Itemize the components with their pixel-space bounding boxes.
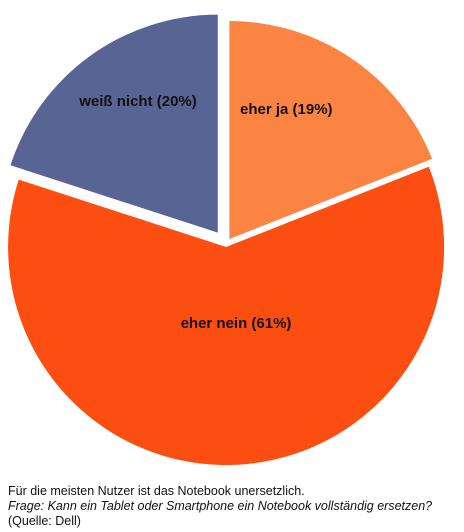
label-eher-nein: eher nein (61%) <box>181 315 292 332</box>
label-weiss-nicht: weiß nicht (20%) <box>78 93 197 110</box>
pie-chart-svg: eher ja (19%) eher nein (61%) weiß nicht (… <box>8 14 445 465</box>
slice-weiss-nicht <box>10 14 218 233</box>
slice-eher-nein <box>8 166 445 465</box>
caption-question: Frage: Kann ein Tablet oder Smartphone e… <box>8 499 433 513</box>
slice-eher-ja <box>229 21 433 240</box>
pie-chart: eher ja (19%) eher nein (61%) weiß nicht (… <box>8 14 445 465</box>
caption-source: (Quelle: Dell) <box>8 514 81 528</box>
chart-caption: Für die meisten Nutzer ist das Notebook … <box>8 484 460 529</box>
caption-headline: Für die meisten Nutzer ist das Notebook … <box>8 484 305 498</box>
label-eher-ja: eher ja (19%) <box>240 101 333 118</box>
